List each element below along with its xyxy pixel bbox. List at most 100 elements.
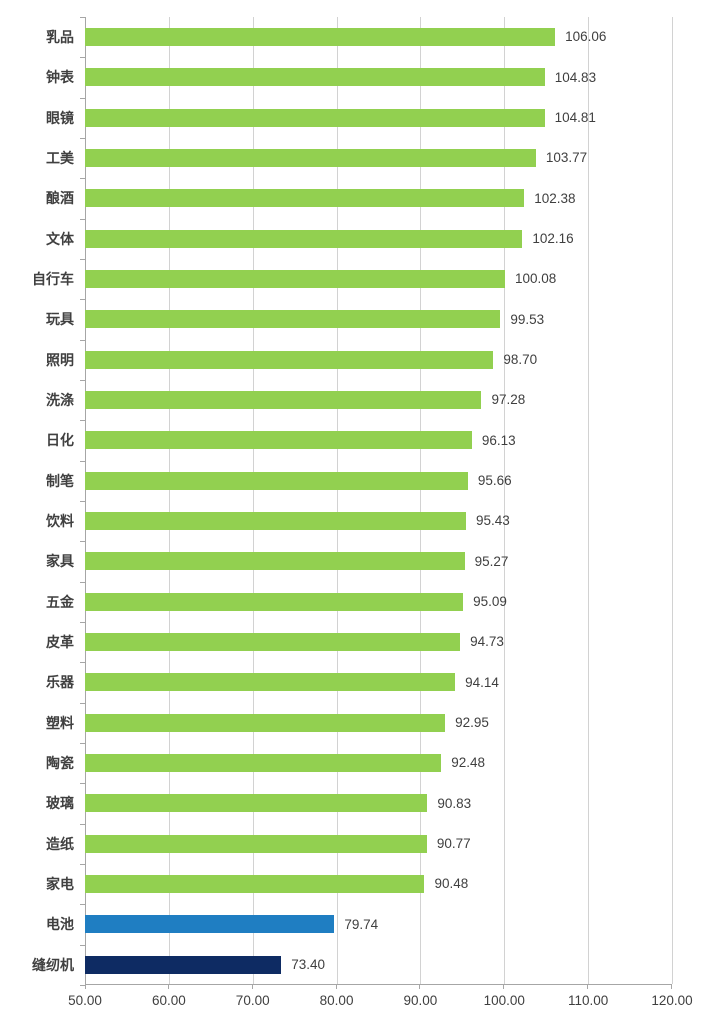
x-axis-tick	[251, 985, 253, 989]
bar-row: 106.06	[85, 17, 672, 57]
y-axis-tick	[80, 743, 85, 744]
bar-row: 95.66	[85, 461, 672, 501]
x-axis-tick	[167, 985, 169, 989]
value-label: 92.95	[455, 714, 489, 730]
bar-row: 104.83	[85, 57, 672, 97]
value-label: 79.74	[344, 916, 379, 932]
category-label: 玻璃	[46, 795, 74, 812]
x-axis-tick-label: 110.00	[567, 993, 609, 1008]
bar-row: 79.74	[85, 904, 672, 944]
bar	[85, 754, 442, 773]
bar	[85, 673, 456, 692]
bar	[85, 189, 525, 208]
category-label: 电池	[46, 916, 74, 933]
y-axis-tick	[80, 944, 85, 946]
value-label: 104.83	[554, 69, 597, 85]
category-label: 乐器	[46, 674, 74, 691]
category-label: 乳品	[46, 29, 74, 46]
y-axis-tick	[80, 178, 85, 180]
bar-row: 98.70	[85, 340, 672, 380]
bar-row: 102.16	[85, 219, 672, 259]
y-axis-tick	[80, 460, 85, 462]
bar-row: 100.08	[85, 259, 672, 299]
bar	[85, 794, 428, 813]
value-label: 103.77	[545, 150, 588, 166]
bar	[85, 270, 505, 289]
x-axis-tick	[587, 985, 589, 989]
gridline	[672, 17, 673, 984]
category-label: 陶瓷	[46, 755, 74, 772]
value-label: 102.16	[532, 231, 574, 247]
category-label: 酿酒	[46, 190, 74, 207]
bar	[85, 834, 427, 853]
bar	[85, 68, 545, 87]
category-label: 饮料	[46, 513, 74, 530]
bar	[85, 713, 446, 732]
bar	[85, 471, 468, 490]
bar	[85, 28, 556, 47]
bar-row: 90.83	[85, 783, 672, 823]
y-axis-tick	[80, 864, 85, 865]
bar	[85, 875, 425, 894]
value-label: 99.53	[510, 311, 545, 327]
category-label: 自行车	[32, 271, 74, 288]
value-label: 94.73	[470, 634, 504, 650]
bar-row: 104.81	[85, 98, 672, 138]
x-axis-tick	[503, 985, 505, 989]
x-axis-tick	[85, 985, 86, 989]
category-label: 制笔	[46, 472, 74, 489]
value-label: 92.48	[451, 755, 486, 771]
gridline	[504, 17, 506, 984]
y-axis-tick	[80, 339, 85, 341]
value-label: 94.14	[465, 674, 499, 690]
category-label: 五金	[46, 593, 74, 610]
y-axis-tick	[80, 97, 85, 99]
y-axis-tick	[80, 299, 85, 301]
y-axis-tick	[80, 420, 85, 422]
bar-row: 103.77	[85, 138, 672, 178]
gridline	[420, 17, 422, 984]
x-axis-tick-label: 90.00	[403, 993, 438, 1008]
y-axis-tick	[80, 823, 85, 825]
value-label: 96.13	[481, 432, 516, 448]
value-label: 90.48	[434, 876, 469, 892]
bar	[85, 350, 494, 369]
x-axis-tick	[419, 985, 421, 989]
category-axis: 乳品 钟表 眼镜 工美 酿酒 文体 自行车 玩具 照明 洗涤 日化 制笔 饮料 家具 五金 皮革 乐器 塑料 陶瓷玻…	[0, 17, 80, 985]
bar	[85, 552, 465, 571]
bar	[85, 955, 282, 974]
value-label: 104.81	[554, 110, 596, 126]
y-axis-tick	[80, 783, 85, 785]
category-label: 皮革	[46, 634, 74, 651]
x-axis-tick-label: 60.00	[151, 993, 186, 1008]
y-axis-tick	[80, 17, 85, 18]
y-axis-tick	[80, 218, 85, 220]
value-label: 73.40	[291, 956, 326, 972]
y-axis-tick	[80, 904, 85, 906]
y-axis-tick	[80, 541, 85, 543]
bar-row: 90.48	[85, 864, 672, 904]
y-axis-tick	[80, 702, 85, 704]
gridline	[252, 17, 254, 984]
category-label: 家电	[46, 876, 74, 893]
bar-row: 95.09	[85, 582, 672, 622]
category-label: 家具	[46, 553, 74, 570]
bar	[85, 391, 482, 410]
x-axis-tick-label: 120.00	[651, 993, 693, 1008]
value-label: 106.06	[565, 29, 607, 45]
bar	[85, 915, 335, 934]
y-axis-tick	[80, 380, 85, 381]
category-label: 缝纫机	[32, 956, 74, 973]
y-axis-tick	[80, 622, 85, 623]
value-label: 102.38	[534, 190, 576, 206]
x-axis-tick	[671, 985, 672, 989]
y-axis-tick	[80, 581, 85, 583]
value-label: 97.28	[491, 392, 526, 408]
bar-row: 97.28	[85, 380, 672, 420]
category-label: 照明	[46, 351, 74, 368]
plot-area	[85, 17, 673, 985]
x-axis: 50.00 60.00 70.00 80.00 90.00 100.00 110.00 120…	[0, 993, 702, 1013]
bar-row: 92.48	[85, 743, 672, 783]
value-label: 95.09	[473, 594, 507, 609]
